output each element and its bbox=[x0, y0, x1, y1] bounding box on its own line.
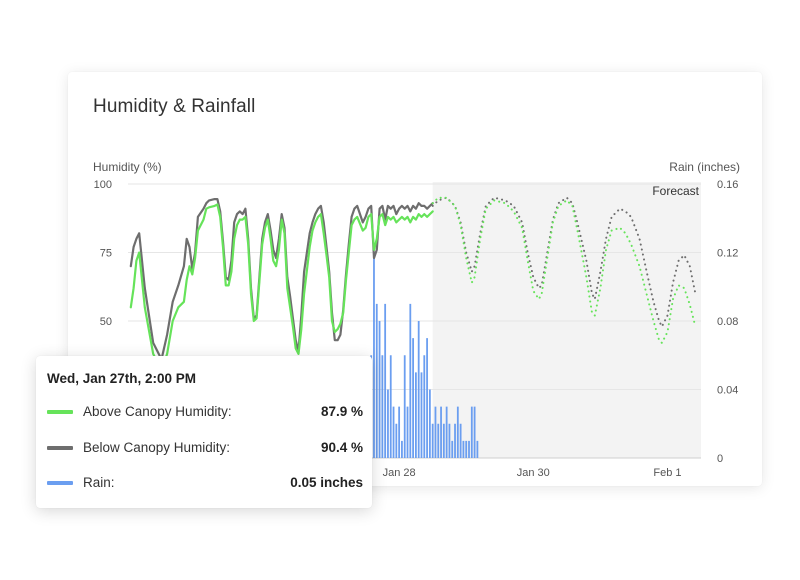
y2-tick-label: 0.08 bbox=[717, 316, 738, 328]
y2-tick-label: 0.04 bbox=[717, 385, 738, 397]
rain-bar bbox=[381, 355, 384, 458]
y2-tick-label: 0 bbox=[717, 453, 723, 465]
x-tick-label: Feb 1 bbox=[653, 467, 681, 479]
tooltip-swatch-below-canopy bbox=[47, 446, 73, 450]
forecast-region bbox=[432, 182, 701, 458]
rain-bar bbox=[448, 423, 451, 458]
rain-bar bbox=[431, 423, 434, 458]
rain-bar bbox=[403, 355, 406, 458]
tooltip-value: 0.05 inches bbox=[290, 475, 363, 490]
tooltip-value: 87.9 % bbox=[320, 404, 363, 419]
rain-bar bbox=[392, 406, 395, 458]
forecast-label: Forecast bbox=[652, 184, 699, 198]
rain-bar bbox=[406, 406, 409, 458]
rain-bar bbox=[437, 423, 440, 458]
y2-tick-label: 0.12 bbox=[717, 248, 738, 260]
tooltip-swatch-rain bbox=[47, 481, 73, 485]
chart-title: Humidity & Rainfall bbox=[93, 96, 256, 117]
tooltip-label: Above Canopy Humidity: bbox=[83, 404, 232, 419]
y2-tick-label: 0.16 bbox=[717, 179, 738, 191]
rain-bar bbox=[420, 372, 423, 458]
rain-bar bbox=[473, 406, 476, 458]
rain-bar bbox=[442, 423, 445, 458]
y2-axis-title: Rain (inches) bbox=[669, 160, 740, 174]
rain-bar bbox=[378, 321, 381, 458]
y-tick-label: 100 bbox=[94, 179, 112, 191]
x-tick-label: Jan 28 bbox=[383, 467, 416, 479]
rain-bar bbox=[470, 406, 473, 458]
tooltip-row-above-canopy: Above Canopy Humidity: 87.9 % bbox=[47, 404, 363, 422]
rain-bar bbox=[434, 406, 437, 458]
rain-bar bbox=[387, 389, 389, 458]
rain-bar bbox=[389, 355, 392, 458]
rain-bar bbox=[476, 440, 479, 458]
rain-bar bbox=[398, 406, 401, 458]
rain-bar bbox=[440, 406, 442, 458]
y-tick-label: 75 bbox=[100, 248, 112, 260]
rain-bar bbox=[456, 406, 459, 458]
rain-bar bbox=[417, 321, 420, 458]
y-axis-title: Humidity (%) bbox=[93, 160, 162, 174]
rain-bar bbox=[375, 303, 378, 458]
rain-bar bbox=[373, 252, 375, 458]
tooltip-row-below-canopy: Below Canopy Humidity: 90.4 % bbox=[47, 440, 363, 458]
above-canopy-line bbox=[129, 203, 434, 372]
tooltip-row-rain: Rain: 0.05 inches bbox=[47, 475, 363, 493]
y-tick-label: 50 bbox=[100, 316, 112, 328]
rain-bar bbox=[423, 355, 426, 458]
rain-bar bbox=[451, 440, 454, 458]
rain-bar bbox=[384, 303, 387, 458]
rain-bar bbox=[414, 372, 417, 458]
tooltip-value: 90.4 % bbox=[320, 440, 363, 455]
rain-bar bbox=[445, 406, 448, 458]
rain-bar bbox=[468, 440, 470, 458]
tooltip-label: Below Canopy Humidity: bbox=[83, 440, 231, 455]
rain-bar bbox=[412, 338, 415, 458]
rain-bar bbox=[426, 338, 428, 458]
rain-bar bbox=[401, 440, 403, 458]
rain-bar bbox=[459, 423, 462, 458]
rain-bar bbox=[428, 389, 431, 458]
below-canopy-forecast-line bbox=[431, 196, 697, 328]
above-canopy-forecast-line bbox=[431, 196, 697, 344]
tooltip-label: Rain: bbox=[83, 475, 115, 490]
rain-bar bbox=[465, 440, 468, 458]
rain-bar bbox=[462, 440, 465, 458]
tooltip-swatch-above-canopy bbox=[47, 410, 73, 414]
x-tick-label: Jan 30 bbox=[517, 467, 550, 479]
rain-bar bbox=[409, 303, 412, 458]
rain-bar bbox=[454, 423, 456, 458]
rain-bar bbox=[395, 423, 398, 458]
chart-tooltip: Wed, Jan 27th, 2:00 PM Above Canopy Humi… bbox=[36, 356, 372, 508]
tooltip-title: Wed, Jan 27th, 2:00 PM bbox=[47, 371, 197, 386]
